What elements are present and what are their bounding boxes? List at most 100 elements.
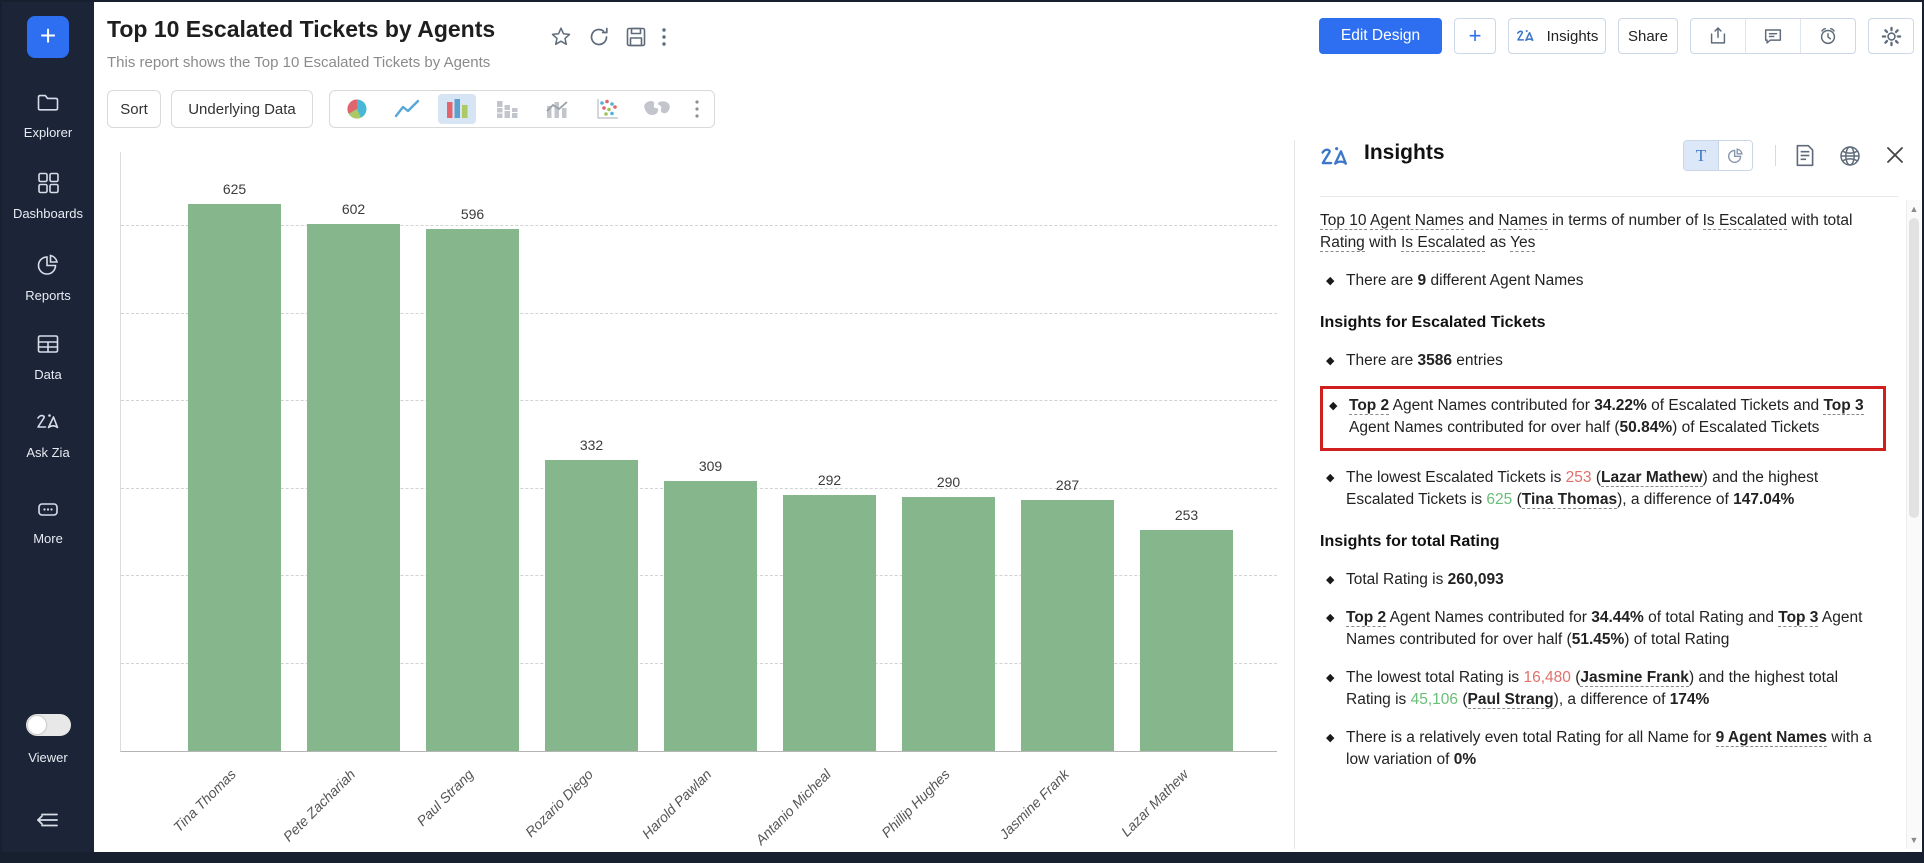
- bar[interactable]: [783, 495, 876, 751]
- insight-text: (: [1591, 469, 1602, 486]
- insight-term: Top 2: [1346, 609, 1387, 627]
- sidebar-item-more[interactable]: More: [2, 498, 94, 546]
- bar[interactable]: [426, 229, 519, 751]
- insight-term: Is Escalated: [1702, 212, 1788, 230]
- panel-divider: [1294, 140, 1295, 849]
- line-chart-type-icon[interactable]: [388, 94, 426, 124]
- insights-content: Top 10 Agent Names and Names in terms of…: [1320, 210, 1886, 771]
- insight-text: Agent Names contributed for over half (: [1346, 609, 1863, 648]
- insight-bullet: ◆ The lowest Escalated Tickets is 253 (La…: [1320, 467, 1886, 511]
- sort-button[interactable]: Sort: [107, 90, 161, 128]
- chart-view-icon[interactable]: [1718, 141, 1752, 170]
- insight-term: Names: [1498, 212, 1548, 230]
- sidebar-item-reports[interactable]: Reports: [2, 252, 94, 303]
- insight-term: Jasmine Frank: [1580, 669, 1689, 687]
- scrollbar-thumb[interactable]: [1909, 218, 1919, 518]
- sidebar-item-ask-zia[interactable]: Ask Zia: [2, 410, 94, 460]
- bullet-diamond-icon: ◆: [1326, 732, 1335, 744]
- bar[interactable]: [545, 460, 638, 751]
- export-button[interactable]: [1691, 19, 1745, 53]
- edit-design-button[interactable]: Edit Design: [1319, 18, 1442, 54]
- bullet-diamond-icon: ◆: [1329, 400, 1338, 412]
- insight-term: Tina Thomas: [1521, 491, 1618, 509]
- insight-bullet: ◆ There are 9 different Agent Names: [1320, 270, 1886, 292]
- scatter-chart-type-icon[interactable]: [588, 94, 626, 124]
- bullet-text: There are 3586 entries: [1346, 350, 1876, 372]
- insight-text: as: [1485, 234, 1511, 251]
- chart-type-more-icon[interactable]: [688, 94, 706, 124]
- settings-button[interactable]: [1868, 18, 1914, 54]
- stacked-chart-type-icon[interactable]: [488, 94, 526, 124]
- title-kebab-menu-icon[interactable]: [660, 25, 668, 54]
- pie-chart-type-icon[interactable]: [338, 94, 376, 124]
- insight-bullet: ◆ Top 2 Agent Names contributed for 34.22…: [1323, 395, 1875, 439]
- zia-logo-icon: [1321, 147, 1348, 165]
- insight-term: 16,480: [1523, 669, 1571, 686]
- sidebar-item-data[interactable]: Data: [2, 332, 94, 382]
- bar-value-label: 602: [341, 201, 366, 217]
- header-separator: [1775, 145, 1776, 166]
- x-axis-label: Lazar Mathew: [1117, 766, 1191, 840]
- insight-term: Lazar Mathew: [1601, 469, 1703, 487]
- insights-button[interactable]: Insights: [1508, 18, 1606, 54]
- bar[interactable]: [1140, 530, 1233, 751]
- scroll-down-icon[interactable]: ▼: [1909, 835, 1919, 845]
- bar-value-label: 625: [222, 181, 247, 197]
- insight-text: (: [1512, 491, 1522, 508]
- create-new-button[interactable]: +: [27, 16, 69, 58]
- alerts-button[interactable]: [1800, 19, 1855, 53]
- bar-value-label: 292: [817, 472, 842, 488]
- insight-term: 9 Agent Names: [1715, 729, 1827, 747]
- globe-icon[interactable]: [1838, 144, 1862, 173]
- document-icon[interactable]: [1794, 143, 1816, 173]
- insight-text: There are: [1346, 352, 1418, 369]
- x-axis-label: Harold Pawlan: [639, 766, 715, 842]
- insight-text: with a low variation of: [1346, 729, 1872, 768]
- share-button[interactable]: Share: [1618, 18, 1678, 54]
- bar-value-label: 332: [579, 437, 604, 453]
- underlying-data-button[interactable]: Underlying Data: [171, 90, 313, 128]
- map-chart-type-icon[interactable]: [638, 94, 676, 124]
- comments-button[interactable]: [1745, 19, 1800, 53]
- insight-text: of total Rating and: [1643, 609, 1779, 626]
- insight-term: 34.44%: [1591, 609, 1644, 626]
- bar[interactable]: [307, 224, 400, 751]
- insight-term: 253: [1565, 469, 1592, 486]
- sidebar-item-dashboards[interactable]: Dashboards: [2, 170, 94, 221]
- insight-text: There is a relatively even total Rating …: [1346, 729, 1716, 746]
- zia-icon: [1516, 29, 1534, 41]
- explorer-folder-icon: [37, 94, 59, 111]
- bar[interactable]: [1021, 500, 1114, 751]
- sidebar-item-explorer[interactable]: Explorer: [2, 90, 94, 140]
- add-report-button[interactable]: +: [1454, 18, 1496, 54]
- x-axis-label: Antanio Micheal: [752, 766, 834, 848]
- bar[interactable]: [664, 481, 757, 751]
- close-icon[interactable]: [1884, 144, 1906, 171]
- bullet-text: Top 2 Agent Names contributed for 34.44%…: [1346, 607, 1876, 651]
- bar[interactable]: [902, 497, 995, 751]
- refresh-icon[interactable]: [587, 25, 611, 54]
- combo-chart-type-icon[interactable]: [538, 94, 576, 124]
- bar-chart-type-icon[interactable]: [438, 94, 476, 124]
- collapse-sidebar-icon[interactable]: [32, 808, 64, 837]
- insight-text: The lowest total Rating is: [1346, 669, 1524, 686]
- insight-term: 174%: [1669, 691, 1710, 708]
- bullet-text: Total Rating is 260,093: [1346, 569, 1876, 591]
- viewer-toggle[interactable]: [26, 714, 71, 736]
- bar-value-label: 309: [698, 458, 723, 474]
- scroll-up-icon[interactable]: ▲: [1909, 204, 1919, 214]
- text-view-icon[interactable]: T: [1684, 141, 1718, 170]
- bar-value-label: 596: [460, 206, 485, 222]
- insight-text: with: [1364, 234, 1401, 251]
- settings-gear-icon: [1881, 26, 1901, 46]
- save-icon[interactable]: [624, 25, 648, 54]
- favorite-star-icon[interactable]: [549, 25, 573, 54]
- page-subtitle: This report shows the Top 10 Escalated T…: [107, 54, 491, 71]
- insight-term: Is Escalated: [1401, 234, 1486, 252]
- insight-bullet: ◆ There is a relatively even total Rating…: [1320, 727, 1886, 771]
- export-icon: [1710, 27, 1726, 44]
- insights-scrollbar[interactable]: ▲ ▼: [1906, 200, 1921, 849]
- bar[interactable]: [188, 204, 281, 751]
- reports-pie-icon: [37, 254, 58, 275]
- insight-text: Agent Names contributed for: [1389, 397, 1595, 414]
